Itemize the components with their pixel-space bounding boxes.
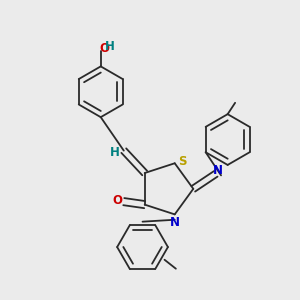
Text: N: N (213, 164, 223, 177)
Text: O: O (112, 194, 122, 207)
Text: O: O (99, 42, 109, 55)
Text: S: S (178, 155, 186, 168)
Text: N: N (170, 216, 180, 229)
Text: H: H (105, 40, 115, 52)
Text: H: H (110, 146, 120, 159)
